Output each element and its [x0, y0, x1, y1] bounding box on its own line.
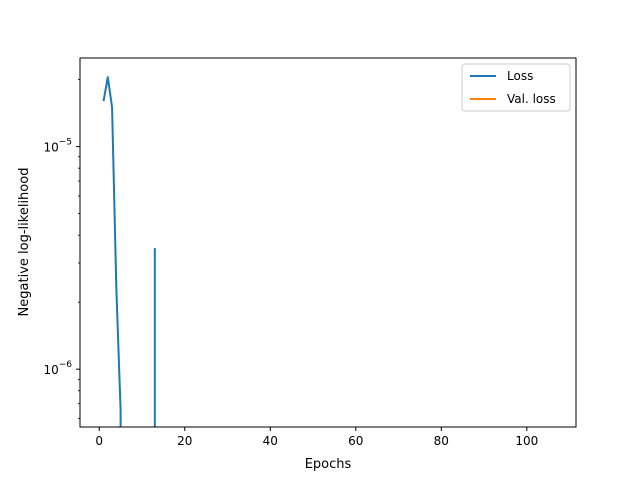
x-tick-label: 0	[95, 434, 103, 448]
y-axis-ticks: 10−6 10−5	[43, 79, 80, 419]
x-tick-label: 100	[515, 434, 538, 448]
x-tick-label: 20	[177, 434, 192, 448]
x-tick-label: 60	[348, 434, 363, 448]
series-line-0-segment-0	[102, 76, 122, 427]
x-axis-ticks: 0 20 40 60 80 100	[95, 427, 538, 448]
x-tick-label: 80	[434, 434, 449, 448]
y-tick-label: 10−5	[43, 138, 72, 155]
y-axis-label: Negative log-likelihood	[17, 168, 32, 317]
y-tick-label: 10−6	[43, 360, 72, 377]
x-axis-label: Epochs	[305, 457, 352, 472]
legend: Loss Val. loss	[461, 63, 571, 112]
plot-frame	[79, 57, 577, 428]
series-lines	[102, 76, 156, 427]
legend-label-val-loss: Val. loss	[507, 92, 556, 106]
legend-label-loss: Loss	[507, 69, 533, 83]
x-tick-label: 40	[263, 434, 278, 448]
